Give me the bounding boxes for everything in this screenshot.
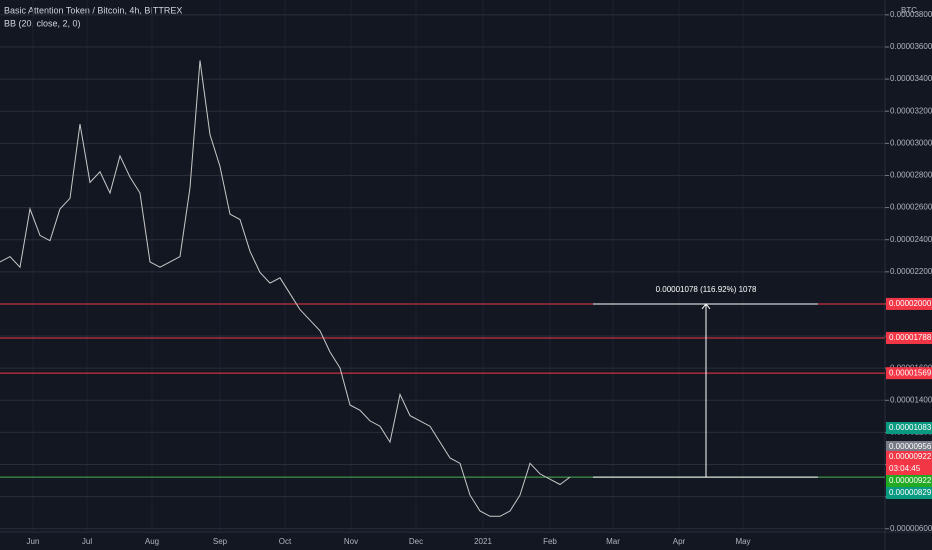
level-tag-label: 0.00001788 xyxy=(889,333,932,342)
y-tick-label: 0.00003800 xyxy=(890,10,932,19)
x-tick-label: Oct xyxy=(279,537,292,546)
price-tag-label: 0.00000922 xyxy=(889,476,932,485)
y-tick-label: 0.00002200 xyxy=(890,267,932,276)
y-tick-label: 0.00003600 xyxy=(890,42,932,51)
currency-label: BTC xyxy=(901,6,917,15)
price-tag-label: 0.00001083 xyxy=(889,423,932,432)
x-tick-label: Jun xyxy=(27,537,40,546)
x-tick-label: Dec xyxy=(409,537,423,546)
y-tick-label: 0.00003000 xyxy=(890,138,932,147)
level-tag-label: 0.00002000 xyxy=(889,299,932,308)
price-tag-label: 0.00000922 xyxy=(889,452,932,461)
price-tag xyxy=(886,422,932,434)
y-tick-label: 0.00000600 xyxy=(890,524,932,533)
level-tag-label: 0.00001569 xyxy=(889,368,932,377)
price-tag xyxy=(886,441,932,453)
price-tag xyxy=(886,487,932,499)
price-tag xyxy=(886,451,932,463)
level-tag xyxy=(886,367,932,380)
level-tag xyxy=(886,331,932,344)
x-tick-label: Nov xyxy=(344,537,358,546)
measure-arrow-head xyxy=(701,303,711,310)
price-line xyxy=(0,60,571,517)
x-tick-label: Jul xyxy=(82,537,92,546)
price-tag-label: 0.00000956 xyxy=(889,442,932,451)
y-tick-label: 0.00002600 xyxy=(890,203,932,212)
x-tick-label: May xyxy=(735,537,750,546)
indicator-label: BB (20, close, 2, 0) xyxy=(4,18,81,28)
price-tag xyxy=(886,463,932,475)
level-tag xyxy=(886,297,932,310)
y-tick-label: 0.00002400 xyxy=(890,235,932,244)
y-tick-label: 0.00001400 xyxy=(890,395,932,404)
x-tick-label: Apr xyxy=(673,537,686,546)
x-tick-label: 2021 xyxy=(474,537,492,546)
measure-label: 0.00001078 (116.92%) 1078 xyxy=(656,285,757,294)
x-tick-label: Feb xyxy=(543,537,557,546)
x-tick-label: Sep xyxy=(213,537,228,546)
x-tick-label: Mar xyxy=(606,537,620,546)
y-tick-label: 0.00003200 xyxy=(890,106,932,115)
y-tick-label: 0.00002800 xyxy=(890,171,932,180)
price-tag xyxy=(886,475,932,487)
x-tick-label: Aug xyxy=(145,537,159,546)
chart-title: Basic Attention Token / Bitcoin, 4h, BIT… xyxy=(4,5,182,15)
y-tick-label: 0.00003400 xyxy=(890,74,932,83)
price-tag-label: 0.00000829 xyxy=(889,488,932,497)
price-tag-label: 03:04:45 xyxy=(889,464,921,473)
